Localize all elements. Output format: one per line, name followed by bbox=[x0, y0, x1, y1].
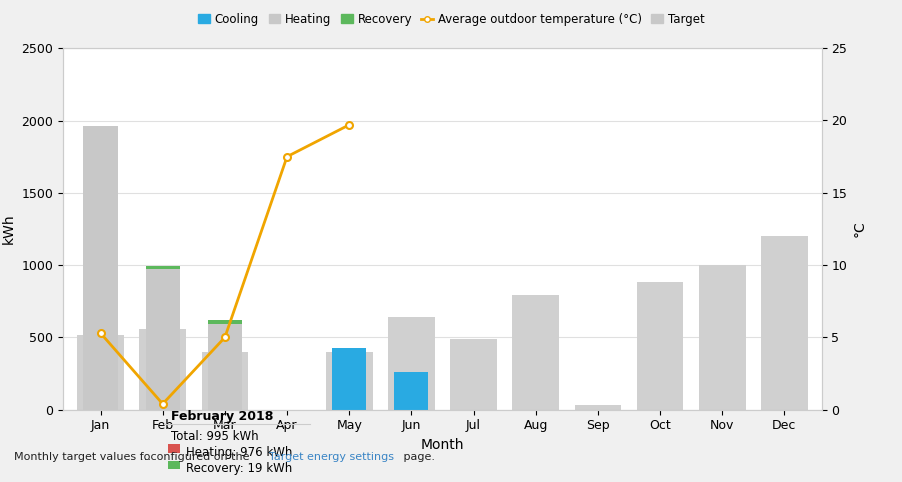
Bar bbox=[332, 348, 366, 410]
Bar bbox=[83, 126, 117, 410]
Bar bbox=[168, 444, 180, 453]
Text: Heating: 976 kWh: Heating: 976 kWh bbox=[187, 446, 292, 459]
Legend: Cooling, Heating, Recovery, Average outdoor temperature (°C), Target: Cooling, Heating, Recovery, Average outd… bbox=[193, 8, 709, 31]
Bar bbox=[139, 329, 186, 410]
Y-axis label: kWh: kWh bbox=[2, 214, 16, 244]
Bar bbox=[574, 405, 621, 410]
Bar bbox=[511, 295, 558, 410]
Text: Monthly target values fo: Monthly target values fo bbox=[14, 452, 150, 462]
Text: Target energy settings: Target energy settings bbox=[269, 452, 393, 462]
Bar bbox=[698, 265, 745, 410]
Bar bbox=[207, 324, 242, 410]
Bar bbox=[145, 266, 179, 268]
Bar bbox=[450, 339, 496, 410]
X-axis label: Month: Month bbox=[420, 438, 464, 452]
Bar bbox=[145, 268, 179, 410]
Text: …: … bbox=[140, 452, 151, 462]
Bar bbox=[388, 317, 434, 410]
Text: February 2018: February 2018 bbox=[170, 410, 272, 423]
Bar bbox=[326, 352, 373, 410]
Bar bbox=[207, 320, 242, 324]
Bar bbox=[636, 282, 683, 410]
Bar bbox=[201, 352, 248, 410]
Text: Recovery: 19 kWh: Recovery: 19 kWh bbox=[187, 462, 292, 475]
Bar bbox=[168, 461, 180, 469]
Text: configured on the: configured on the bbox=[147, 452, 253, 462]
Text: page.: page. bbox=[400, 452, 435, 462]
Bar bbox=[394, 372, 428, 410]
Bar bbox=[760, 236, 807, 410]
Bar bbox=[77, 335, 124, 410]
Text: Total: 995 kWh: Total: 995 kWh bbox=[170, 429, 258, 442]
Y-axis label: °C: °C bbox=[851, 221, 866, 237]
